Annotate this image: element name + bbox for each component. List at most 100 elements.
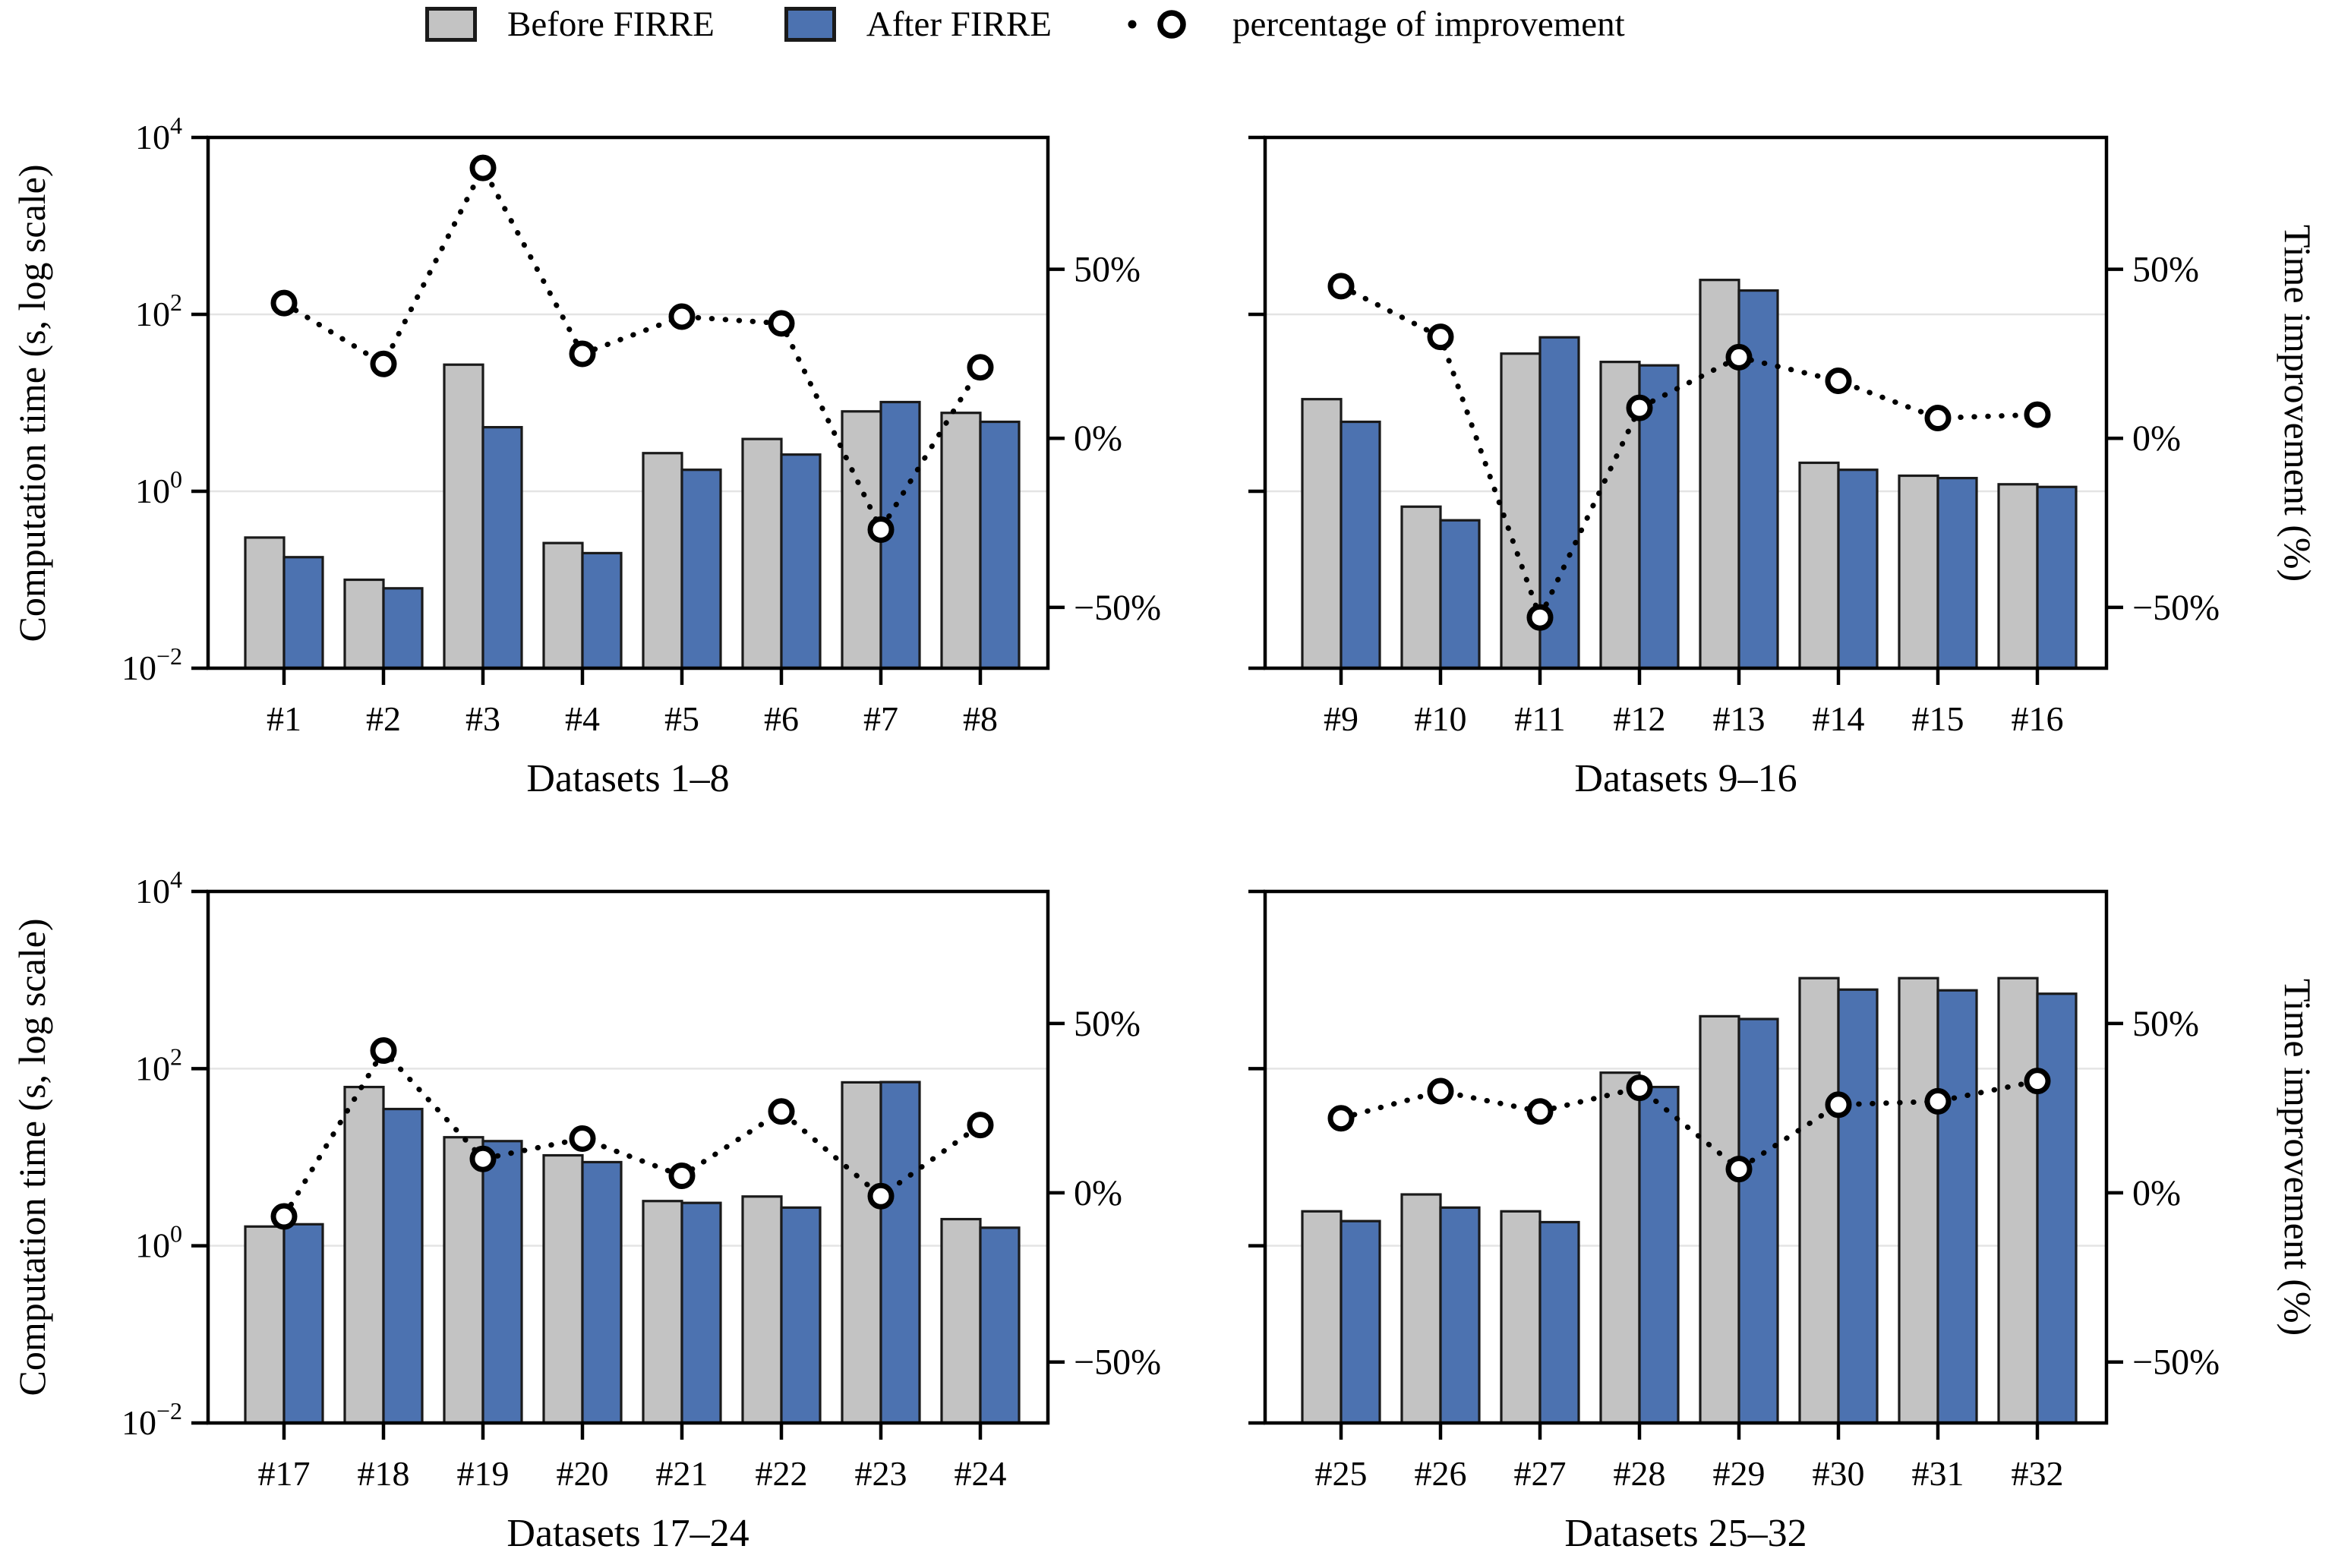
- bar-before-#21: [642, 1200, 683, 1424]
- improvement-marker-#29: [1725, 1156, 1753, 1183]
- panel-datasets-17–24: 104 102 100 10−2 50% 0% −50% #17 #18 #19 #20 #21 #22…: [121, 866, 1161, 1555]
- improvement-marker-#8: [967, 354, 994, 381]
- bar-before-#17: [244, 1225, 286, 1424]
- bar-after-#28: [1638, 1085, 1680, 1424]
- improvement-marker-#18: [370, 1037, 397, 1065]
- panel-frame: [1263, 889, 2109, 1425]
- bar-before-#1: [244, 536, 286, 670]
- x-tick-label-#8: #8: [963, 699, 998, 738]
- pct-tick-label: −50%: [2132, 1342, 2220, 1383]
- x-axis-title: Datasets 25–32: [1564, 1512, 1807, 1555]
- bar-before-#13: [1699, 279, 1740, 670]
- improvement-marker-#15: [1924, 405, 1952, 432]
- bar-after-#18: [382, 1107, 424, 1424]
- x-tick-label-#9: #9: [1324, 699, 1358, 738]
- x-tick-label-#10: #10: [1415, 699, 1467, 738]
- pct-tick-label: 50%: [1074, 250, 1141, 290]
- legend-label-before: Before FIRRE: [507, 5, 715, 44]
- pct-tick-label: 0%: [1074, 1173, 1122, 1213]
- bar-before-#24: [940, 1217, 982, 1424]
- log-tick-label: 100: [135, 1220, 182, 1265]
- pct-tick-label: 50%: [1074, 1004, 1141, 1044]
- x-tick-label-#1: #1: [267, 699, 301, 738]
- improvement-marker-#10: [1427, 323, 1454, 351]
- x-tick-label-#2: #2: [366, 699, 401, 738]
- log-tick-label: 102: [135, 289, 182, 333]
- bar-before-#9: [1301, 398, 1343, 670]
- x-tick-label-#16: #16: [2012, 699, 2064, 738]
- bar-before-#22: [741, 1195, 783, 1424]
- improvement-marker-#4: [569, 340, 596, 368]
- bar-before-#27: [1500, 1210, 1542, 1424]
- x-tick-label-#20: #20: [557, 1454, 609, 1493]
- bar-before-#20: [542, 1153, 584, 1424]
- x-tick-label-#18: #18: [358, 1454, 410, 1493]
- panel-frame: [1263, 135, 2109, 670]
- x-tick-label-#26: #26: [1415, 1454, 1467, 1493]
- bar-after-#5: [680, 469, 722, 670]
- bar-before-#8: [940, 412, 982, 670]
- improvement-marker-#12: [1626, 394, 1653, 421]
- log-tick-label: 104: [135, 112, 182, 156]
- pct-tick-label: 0%: [2132, 1173, 2181, 1213]
- improvement-marker-#19: [469, 1145, 497, 1172]
- bar-after-#16: [2036, 485, 2078, 670]
- log-tick-label: 100: [135, 465, 182, 510]
- bar-before-#10: [1400, 505, 1442, 670]
- bar-before-#30: [1798, 976, 1840, 1424]
- x-tick-label-#5: #5: [664, 699, 699, 738]
- bar-after-#32: [2036, 992, 2078, 1424]
- improvement-marker-#26: [1427, 1077, 1454, 1105]
- legend-item-after: After FIRRE: [784, 5, 1052, 44]
- panel-datasets-25–32: 50% 0% −50% #25 #26 #27 #28 #29 #30 #31 #32 Dataset…: [1248, 889, 2220, 1555]
- bar-before-#26: [1400, 1193, 1442, 1424]
- improvement-line: [281, 162, 983, 535]
- improvement-marker-#30: [1825, 1091, 1852, 1118]
- bar-after-#21: [680, 1201, 722, 1424]
- x-axis-title: Datasets 1–8: [526, 757, 729, 800]
- legend-label-after: After FIRRE: [866, 5, 1052, 44]
- x-tick-label-#22: #22: [756, 1454, 808, 1493]
- improvement-marker-#32: [2024, 1068, 2051, 1095]
- improvement-marker-#13: [1725, 343, 1753, 371]
- pct-tick-label: −50%: [1074, 588, 1161, 628]
- improvement-marker-#31: [1924, 1087, 1952, 1115]
- x-tick-label-#19: #19: [457, 1454, 510, 1493]
- improvement-marker-#20: [569, 1125, 596, 1152]
- legend-item-improvement: percentage of improvement: [1122, 5, 1625, 44]
- improvement-marker-#24: [967, 1112, 994, 1139]
- x-tick-label-#29: #29: [1713, 1454, 1766, 1493]
- bar-before-#4: [542, 541, 584, 670]
- bar-after-#23: [879, 1081, 921, 1424]
- bar-before-#5: [642, 452, 683, 670]
- improvement-marker-#14: [1825, 368, 1852, 395]
- x-tick-label-#17: #17: [258, 1454, 311, 1493]
- improvement-line: [1338, 283, 2040, 625]
- dotted-line-circle-marker-icon: [1128, 10, 1186, 39]
- improvement-marker-#9: [1327, 273, 1355, 300]
- improvement-marker-#5: [668, 303, 696, 330]
- improvement-marker-#27: [1526, 1098, 1554, 1125]
- x-tick-label-#3: #3: [465, 699, 500, 738]
- x-tick-label-#13: #13: [1713, 699, 1766, 738]
- panel-frame: [206, 135, 1050, 670]
- x-tick-label-#31: #31: [1912, 1454, 1964, 1493]
- bar-before-#23: [841, 1081, 882, 1424]
- bar-after-#9: [1340, 420, 1381, 670]
- bar-after-#1: [282, 556, 324, 670]
- bar-before-#32: [1997, 976, 2039, 1424]
- bar-after-#27: [1538, 1220, 1580, 1424]
- improvement-marker-#16: [2024, 401, 2051, 428]
- pct-tick-label: 50%: [2132, 1004, 2199, 1044]
- bar-after-#31: [1936, 989, 1978, 1424]
- improvement-marker-#6: [768, 310, 795, 337]
- improvement-marker-#3: [469, 154, 497, 181]
- panel-datasets-9–16: 50% 0% −50% #9 #10 #11 #12 #13 #14 #15 #16 Datasets…: [1248, 135, 2220, 800]
- x-tick-label-#28: #28: [1614, 1454, 1666, 1493]
- pct-tick-label: 0%: [2132, 418, 2181, 459]
- bar-after-#26: [1439, 1206, 1481, 1424]
- panel-datasets-1–8: 104 102 100 10−2 50% 0% −50% #1 #2 #3 #4 #5 #6 #7 #8 Da…: [121, 112, 1161, 800]
- bar-after-#4: [581, 551, 623, 670]
